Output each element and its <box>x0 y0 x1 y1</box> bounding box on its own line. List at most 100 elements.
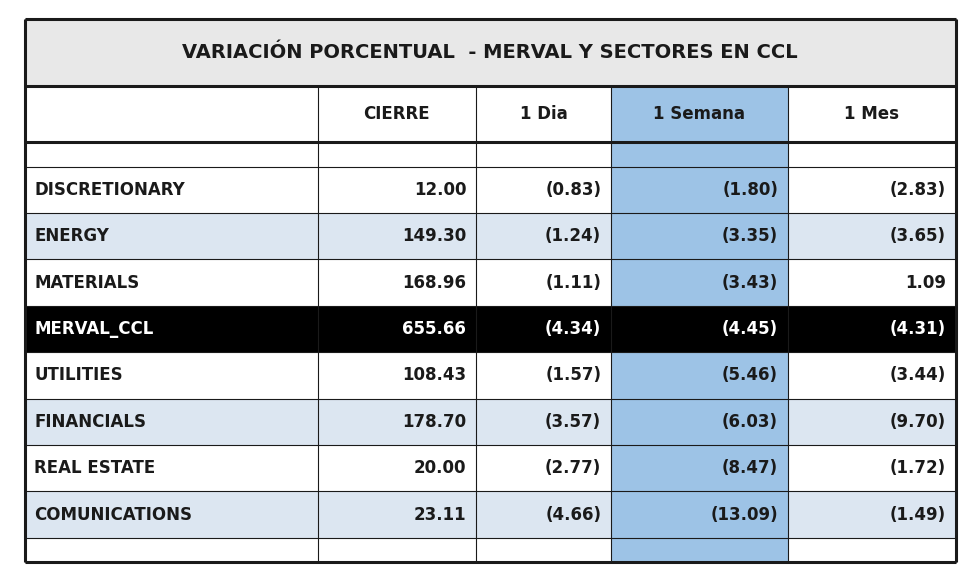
Bar <box>476 167 612 213</box>
Bar <box>476 399 612 445</box>
Bar <box>24 213 318 259</box>
Text: (1.49): (1.49) <box>890 505 946 523</box>
Text: (9.70): (9.70) <box>890 413 946 431</box>
Bar <box>612 445 788 492</box>
Text: MERVAL_CCL: MERVAL_CCL <box>34 320 154 338</box>
Bar <box>24 445 318 492</box>
Bar <box>24 86 318 142</box>
Bar <box>788 86 956 142</box>
Bar <box>476 445 612 492</box>
Bar <box>476 538 612 562</box>
Bar <box>318 259 476 306</box>
Text: 655.66: 655.66 <box>403 320 466 338</box>
Bar <box>24 167 318 213</box>
Text: (4.31): (4.31) <box>890 320 946 338</box>
Bar <box>24 492 318 538</box>
Bar <box>612 142 788 167</box>
Bar <box>318 142 476 167</box>
Bar <box>476 492 612 538</box>
Text: (1.80): (1.80) <box>722 181 778 199</box>
Text: (1.57): (1.57) <box>545 367 601 385</box>
Bar <box>24 306 318 352</box>
Text: (6.03): (6.03) <box>722 413 778 431</box>
Text: 149.30: 149.30 <box>402 227 466 245</box>
Bar <box>24 399 318 445</box>
Bar <box>318 167 476 213</box>
Text: (0.83): (0.83) <box>545 181 601 199</box>
Text: (3.35): (3.35) <box>722 227 778 245</box>
Bar <box>612 352 788 399</box>
Bar <box>476 142 612 167</box>
Bar <box>476 306 612 352</box>
Text: (5.46): (5.46) <box>722 367 778 385</box>
Text: (2.77): (2.77) <box>545 459 601 477</box>
Text: 178.70: 178.70 <box>402 413 466 431</box>
Text: (13.09): (13.09) <box>710 505 778 523</box>
Text: 1 Dia: 1 Dia <box>519 105 567 123</box>
Bar <box>24 538 318 562</box>
Text: REAL ESTATE: REAL ESTATE <box>34 459 156 477</box>
Bar <box>788 352 956 399</box>
Bar <box>612 259 788 306</box>
Text: (2.83): (2.83) <box>890 181 946 199</box>
Bar <box>612 538 788 562</box>
Bar <box>612 86 788 142</box>
Bar <box>788 213 956 259</box>
Text: COMUNICATIONS: COMUNICATIONS <box>34 505 192 523</box>
Bar <box>318 86 476 142</box>
Bar <box>318 492 476 538</box>
Text: 108.43: 108.43 <box>402 367 466 385</box>
Text: (3.65): (3.65) <box>890 227 946 245</box>
Text: (1.24): (1.24) <box>545 227 601 245</box>
Text: UTILITIES: UTILITIES <box>34 367 122 385</box>
Bar <box>612 492 788 538</box>
Bar <box>788 306 956 352</box>
Text: 168.96: 168.96 <box>402 274 466 292</box>
Bar <box>24 19 956 86</box>
Bar <box>318 445 476 492</box>
Text: (1.72): (1.72) <box>890 459 946 477</box>
Bar <box>788 167 956 213</box>
Text: DISCRETIONARY: DISCRETIONARY <box>34 181 185 199</box>
Text: (4.66): (4.66) <box>545 505 601 523</box>
Text: (3.44): (3.44) <box>890 367 946 385</box>
Bar <box>612 306 788 352</box>
Bar <box>24 352 318 399</box>
Bar <box>318 399 476 445</box>
Bar <box>476 213 612 259</box>
Text: 20.00: 20.00 <box>414 459 466 477</box>
Text: (4.45): (4.45) <box>722 320 778 338</box>
Bar <box>788 445 956 492</box>
Text: 1 Mes: 1 Mes <box>844 105 900 123</box>
Bar <box>24 259 318 306</box>
Bar <box>476 352 612 399</box>
Bar <box>788 538 956 562</box>
Text: (1.11): (1.11) <box>545 274 601 292</box>
Bar <box>788 142 956 167</box>
Bar <box>476 259 612 306</box>
Bar <box>788 492 956 538</box>
Text: 23.11: 23.11 <box>414 505 466 523</box>
Text: (3.57): (3.57) <box>545 413 601 431</box>
Text: 1 Semana: 1 Semana <box>654 105 746 123</box>
Text: 12.00: 12.00 <box>414 181 466 199</box>
Text: (4.34): (4.34) <box>545 320 601 338</box>
Bar <box>612 167 788 213</box>
Text: VARIACIÓN PORCENTUAL  - MERVAL Y SECTORES EN CCL: VARIACIÓN PORCENTUAL - MERVAL Y SECTORES… <box>182 43 798 62</box>
Text: MATERIALS: MATERIALS <box>34 274 139 292</box>
Text: CIERRE: CIERRE <box>364 105 430 123</box>
Text: (3.43): (3.43) <box>722 274 778 292</box>
Text: (8.47): (8.47) <box>722 459 778 477</box>
Bar <box>318 538 476 562</box>
Bar <box>318 352 476 399</box>
Bar <box>788 259 956 306</box>
Text: 1.09: 1.09 <box>905 274 946 292</box>
Text: ENERGY: ENERGY <box>34 227 109 245</box>
Bar <box>476 86 612 142</box>
Bar <box>24 142 318 167</box>
Bar <box>318 213 476 259</box>
Bar <box>612 399 788 445</box>
Bar <box>318 306 476 352</box>
Bar <box>612 213 788 259</box>
Bar <box>788 399 956 445</box>
